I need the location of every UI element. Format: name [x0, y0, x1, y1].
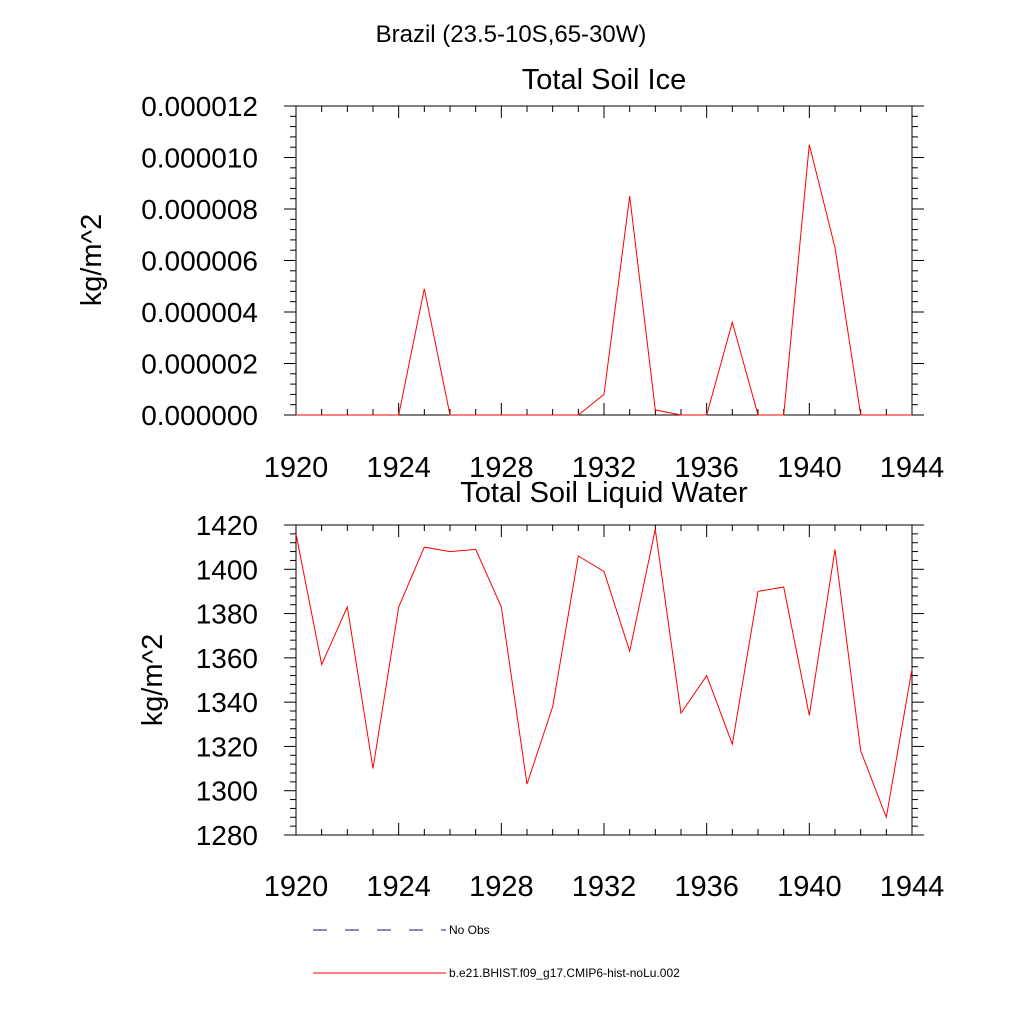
x-tick-label: 1924 [366, 452, 431, 484]
y-tick-label: 1400 [196, 554, 258, 585]
y-axis-label: kg/m^2 [76, 214, 108, 307]
y-tick-label: 0.000004 [141, 297, 258, 328]
y-tick-label: 1320 [196, 731, 258, 762]
plot-frame [295, 105, 913, 416]
y-tick-label: 1340 [196, 687, 258, 718]
y-tick-label: 0.000012 [141, 91, 258, 122]
x-tick-label: 1944 [880, 452, 945, 484]
x-tick-label: 1940 [777, 871, 842, 903]
y-tick-label: 0.000010 [141, 143, 258, 174]
x-tick-label: 1936 [674, 871, 739, 903]
legend: No Obs b.e21.BHIST.f09_g17.CMIP6-hist-no… [313, 923, 680, 980]
x-tick-label: 1920 [264, 452, 329, 484]
series-line [295, 529, 913, 820]
x-tick-label: 1944 [880, 871, 945, 903]
x-tick-label: 1924 [366, 871, 431, 903]
chart-title: Total Soil Liquid Water [460, 477, 748, 509]
y-tick-label: 0.000008 [141, 194, 258, 225]
y-tick-label: 1280 [196, 820, 258, 851]
x-tick-label: 1940 [777, 452, 842, 484]
y-tick-label: 1380 [196, 599, 258, 630]
x-tick-label: 1928 [469, 871, 534, 903]
y-tick-label: 0.000006 [141, 246, 258, 277]
x-tick-label: 1932 [572, 452, 637, 484]
page-title: Brazil (23.5-10S,65-30W) [376, 21, 647, 48]
x-tick-label: 1920 [264, 871, 329, 903]
y-tick-label: 0.000002 [141, 349, 258, 380]
chart-title: Total Soil Ice [522, 64, 686, 96]
x-tick-label: 1936 [674, 452, 739, 484]
y-tick-label: 1300 [196, 776, 258, 807]
y-tick-label: 0.000000 [141, 400, 258, 431]
soil-ice-chart: Total Soil Ice kg/m^2 1920 1924 1928 1932 19… [76, 64, 944, 484]
series-line [296, 144, 912, 416]
y-axis-label: kg/m^2 [137, 634, 169, 727]
x-tick-label: 1932 [572, 871, 637, 903]
y-tick-label: 1420 [196, 510, 258, 541]
soil-liquid-water-chart: Total Soil Liquid Water kg/m^2 1920 1924 1… [137, 477, 944, 903]
legend-label-no-obs: No Obs [449, 923, 490, 937]
y-tick-label: 1360 [196, 643, 258, 674]
legend-label-model: b.e21.BHIST.f09_g17.CMIP6-hist-noLu.002 [449, 966, 680, 980]
x-tick-label: 1928 [469, 452, 534, 484]
